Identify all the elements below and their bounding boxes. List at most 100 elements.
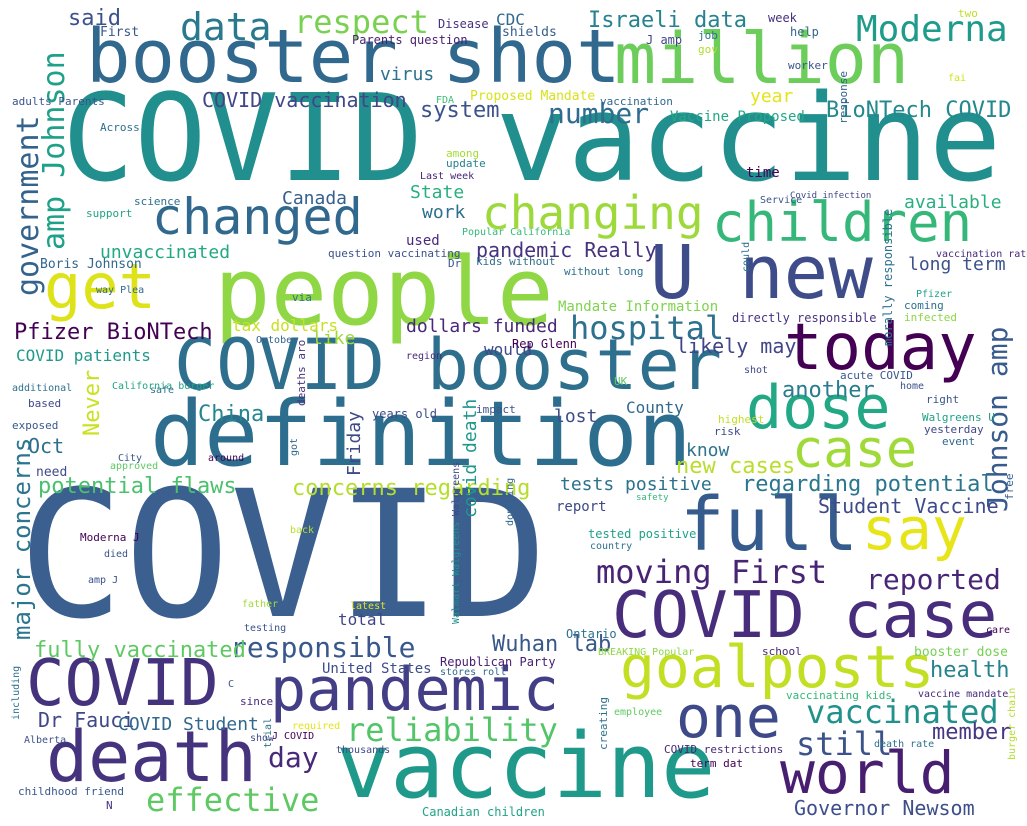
word: including <box>11 665 22 720</box>
word: school <box>762 645 802 658</box>
word: worker <box>788 59 828 72</box>
word: reported <box>866 563 1001 596</box>
word: COVID vaccination <box>202 88 407 112</box>
word: Israeli data <box>588 8 747 33</box>
word: pandemic <box>270 655 559 725</box>
word: covid death <box>460 398 481 518</box>
word: year <box>750 86 794 107</box>
word: Oct <box>28 434 65 458</box>
word: people <box>214 238 554 347</box>
word: event <box>942 435 976 448</box>
word: tested positive <box>588 527 697 541</box>
word: another <box>782 378 875 403</box>
word: concerns regarding <box>292 476 531 501</box>
word: COVID vaccine <box>62 70 1002 209</box>
word: adults Parents <box>12 95 105 108</box>
word: donating <box>505 477 516 526</box>
word: available <box>904 192 1002 213</box>
word: State <box>410 182 465 203</box>
word: home <box>900 381 925 392</box>
word: would <box>484 340 533 359</box>
word: years old <box>372 407 438 421</box>
word: October <box>256 335 299 346</box>
word: fai <box>948 73 967 84</box>
word: COVID case <box>612 579 998 653</box>
word: new cases <box>676 454 796 479</box>
word: major concerns <box>8 437 36 640</box>
word: Walgreens U <box>922 411 995 424</box>
word: N <box>106 799 113 812</box>
word: J COVID <box>272 731 315 742</box>
word: death rate <box>874 739 935 750</box>
word: since <box>240 695 274 708</box>
word: safety <box>636 493 669 503</box>
word: pandemic Really <box>476 238 657 262</box>
word: tax dollars <box>232 316 338 335</box>
word: Republican Party <box>440 655 556 669</box>
word: number <box>548 97 650 130</box>
word: vaccination rate <box>936 249 1027 260</box>
word: Moderna J <box>80 531 140 544</box>
word: Canadian children <box>422 805 545 819</box>
word: booster dose <box>914 645 1008 660</box>
word: full <box>680 482 859 568</box>
word: City <box>118 453 143 464</box>
word: Moderna <box>856 9 1008 50</box>
word: died <box>104 549 129 560</box>
word: among <box>446 147 480 160</box>
word: Parents question <box>352 33 468 47</box>
word: kids without <box>476 255 556 268</box>
word: like <box>312 328 356 349</box>
word: response <box>837 71 850 124</box>
word: Rep Glenn <box>512 337 578 351</box>
word: latest <box>350 601 387 612</box>
word: support <box>86 207 133 220</box>
word: BREAKING Popular <box>598 647 695 658</box>
word: Walgreens <box>451 461 462 516</box>
word: Mandate Information <box>558 299 719 315</box>
word: Last week <box>420 171 475 182</box>
word: case <box>792 420 918 480</box>
word: COVID <box>18 453 548 658</box>
word: could <box>741 241 752 272</box>
word: COVID <box>26 647 219 721</box>
word: CDC <box>496 10 525 29</box>
word: acute COVID <box>840 369 913 382</box>
word: week <box>768 11 797 25</box>
word: deaths aro <box>295 339 308 406</box>
word: still <box>796 725 893 763</box>
word: Governor Newsom <box>794 796 975 820</box>
word: Boris Johnson <box>40 257 142 272</box>
word: County <box>626 398 684 417</box>
word: COVID restrictions <box>664 743 784 756</box>
word: vaccinated <box>806 693 999 731</box>
word: highest <box>718 413 765 426</box>
word: amp Johnson <box>37 51 72 250</box>
word: U new <box>650 230 873 316</box>
word: creating <box>597 697 610 750</box>
word: Ontario <box>566 627 617 641</box>
word: testing <box>244 623 287 634</box>
word: said <box>68 6 121 31</box>
word: father <box>242 599 279 610</box>
word: Disease <box>438 17 489 31</box>
word: COVID booster <box>174 324 722 406</box>
word: burger chain <box>1007 687 1018 760</box>
word: required <box>292 721 341 732</box>
word: shields <box>502 25 557 40</box>
word: dose <box>746 373 891 443</box>
word: system <box>420 98 500 123</box>
word: back <box>290 525 315 536</box>
word: thousands <box>336 745 391 756</box>
word: vaccination <box>600 95 673 108</box>
word: long term <box>908 254 1006 275</box>
word: C <box>228 679 235 690</box>
word: risk <box>714 425 741 438</box>
word: goalposts <box>620 633 935 701</box>
word: two <box>958 7 978 20</box>
word: term dat <box>690 757 743 770</box>
word: Walmart Walgreens <box>451 521 462 624</box>
word: directly responsible <box>732 311 877 325</box>
word: employee <box>614 707 663 718</box>
